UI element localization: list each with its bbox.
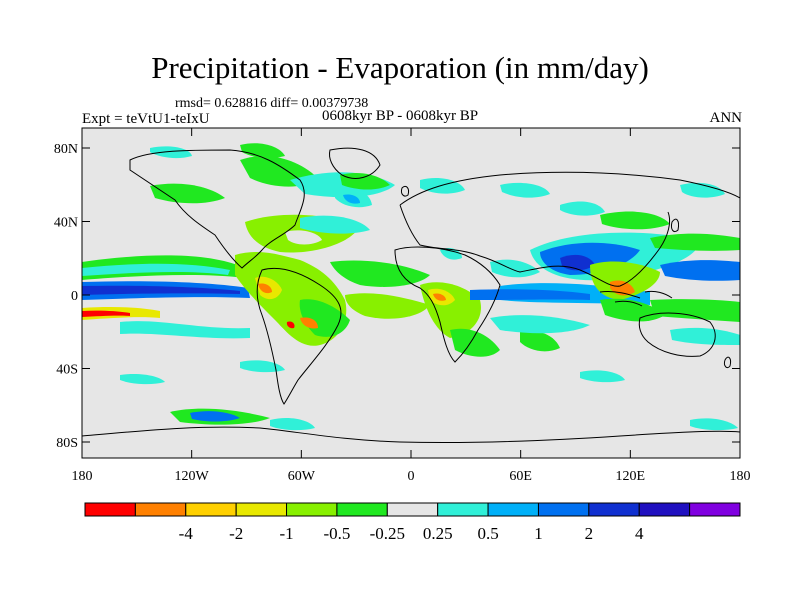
colorbar-swatch [638,502,691,517]
colorbar-label: 4 [635,524,644,543]
colorbar-label: 0.25 [423,524,453,543]
x-tick-label: 0 [408,469,415,484]
anomaly-patch [670,327,740,345]
anomaly-patch [286,321,295,329]
anomaly-patch [345,293,430,319]
anomaly-patch [330,260,430,287]
y-tick-label: 80N [54,142,78,157]
anomaly-patch [343,194,360,204]
coastline-uk [401,185,409,197]
colorbar-label: 1 [534,524,543,543]
anomaly-patch [258,283,272,294]
anomaly-patch [340,173,390,190]
colorbar-swatch [336,502,388,517]
coastline-new-zealand [724,356,731,369]
x-tick-label: 120W [175,469,210,484]
y-tick-label: 40S [56,363,78,378]
colorbar-label: -0.5 [323,524,350,543]
colorbar-label: 0.5 [477,524,498,543]
colorbar-label: -4 [179,524,194,543]
experiment-label: Expt = teVtU1-teIxU [82,111,210,127]
map-title: Precipitation - Evaporation (in mm/day) [151,50,649,85]
anomaly-patch [270,417,315,431]
x-tick-label: 120E [616,469,646,484]
y-tick-label: 40N [54,216,78,231]
colorbar: -4 -2 -1 -0.5 -0.25 0.25 0.5 1 2 4 [84,502,741,543]
colorbar-label: -2 [229,524,243,543]
anomaly-patch [240,360,285,373]
anomaly-patch [120,373,165,385]
anomaly-patch [600,211,670,230]
y-axis: 80N 40N 0 40S 80S [54,142,740,451]
colorbar-swatch [134,502,187,517]
colorbar-swatch [588,502,640,517]
anomaly-patch [150,183,225,204]
anomaly-patch [650,299,740,322]
anomaly-patch [660,260,740,281]
anomaly-patch [500,182,550,198]
anomaly-patch [190,411,240,422]
anomaly-patch [82,263,230,276]
anomaly-patch [82,310,130,317]
anomaly-patch [560,201,605,216]
season-label: ANN [709,110,743,126]
colorbar-label: -1 [279,524,293,543]
anomaly-patch [580,370,625,383]
coastline-south-america [256,267,342,405]
y-tick-label: 0 [71,289,78,304]
anomaly-patch [120,321,250,339]
colorbar-swatch [235,502,288,517]
anomaly-patch [300,317,318,329]
colorbar-swatch [386,502,439,517]
anomaly-patch [690,418,738,431]
colorbar-swatch [487,502,539,517]
x-tick-label: 60E [509,469,532,484]
colorbar-swatch [537,502,590,517]
anomaly-patch [450,328,500,357]
coastline-australia [638,312,716,357]
anomaly-patch [680,182,725,198]
anomaly-patch [285,230,322,245]
x-tick-label: 60W [288,469,316,484]
coastline-indonesia [599,290,673,307]
coastline-antarctica [82,426,740,444]
coastlines [82,147,740,444]
colorbar-swatch [689,502,741,517]
anomaly-patch [150,146,192,159]
anomaly-patch [240,143,285,159]
anomaly-patch [490,259,540,278]
coastline-greenland [329,147,381,179]
field-layer [82,143,740,431]
coastline-eurasia [399,171,740,287]
anomaly-patch [520,330,560,352]
coastline-north-america [129,149,305,269]
anomaly-patch [440,247,462,260]
x-axis: 180 120W 60W 0 60E 120E 180 [72,128,751,484]
stats-label: rmsd= 0.628816 diff= 0.00379738 [175,96,369,111]
anomaly-patch [300,215,370,234]
colorbar-swatch [185,502,237,517]
coastline-africa [394,246,501,363]
anomaly-patch [590,261,660,300]
colorbar-swatch [286,502,338,517]
x-tick-label: 180 [72,469,93,484]
colorbar-swatch [437,502,489,517]
x-tick-label: 180 [730,469,751,484]
colorbar-label: 2 [585,524,594,543]
anomaly-patch [433,293,446,301]
colorbar-swatch [84,502,136,517]
period-label: 0608kyr BP - 0608kyr BP [322,108,479,124]
anomaly-patch [600,298,665,322]
coastline-japan [671,218,679,233]
anomaly-patch [470,289,590,300]
y-tick-label: 80S [56,436,78,451]
anomaly-patch [490,315,590,334]
anomaly-patch [82,285,240,295]
colorbar-label: -0.25 [370,524,405,543]
anomaly-patch [650,233,740,251]
